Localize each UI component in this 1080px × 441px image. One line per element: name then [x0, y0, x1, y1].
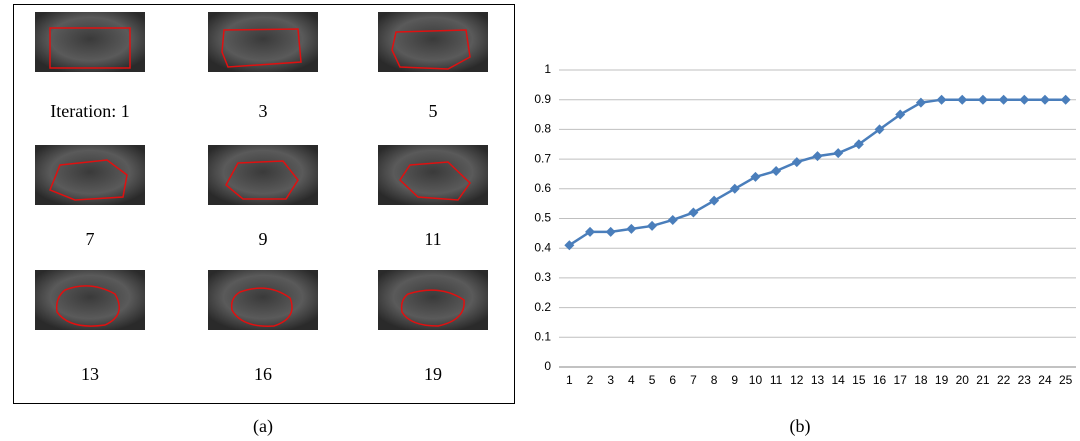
iteration-label: 9: [259, 229, 268, 249]
point-marker: [626, 224, 636, 234]
iteration-label: Iteration: 1: [50, 101, 129, 121]
y-tick-label: 1: [544, 62, 551, 76]
y-tick-label: 0.4: [534, 240, 551, 254]
ultrasound-image: [208, 270, 318, 330]
point-marker: [709, 196, 719, 206]
y-tick-label: 0.1: [534, 329, 551, 343]
x-tick-label: 24: [1038, 373, 1052, 387]
y-tick-label: 0.2: [534, 300, 551, 314]
ultrasound-image: [35, 270, 145, 330]
x-tick-label: 1: [566, 373, 573, 387]
point-marker: [916, 98, 926, 108]
x-tick-label: 17: [894, 373, 908, 387]
x-tick-label: 20: [956, 373, 970, 387]
x-tick-label: 3: [607, 373, 614, 387]
point-marker: [978, 95, 988, 105]
x-tick-label: 4: [628, 373, 635, 387]
point-marker: [668, 215, 678, 225]
point-marker: [937, 95, 947, 105]
y-tick-label: 0.3: [534, 270, 551, 284]
image-grid: [35, 12, 488, 330]
point-marker: [647, 221, 657, 231]
x-tick-label: 12: [790, 373, 804, 387]
ultrasound-image: [378, 270, 488, 330]
x-tick-label: 9: [731, 373, 738, 387]
x-tick-label: 13: [811, 373, 825, 387]
figure: (a) (b) Iteration: 135791113161900.10.20…: [0, 0, 1080, 441]
point-marker: [1019, 95, 1029, 105]
x-tick-label: 10: [749, 373, 763, 387]
x-tick-label: 2: [587, 373, 594, 387]
y-tick-label: 0: [544, 359, 551, 373]
x-tick-label: 11: [770, 373, 783, 387]
ultrasound-image: [208, 145, 318, 205]
iteration-label: 3: [259, 101, 268, 121]
x-tick-label: 5: [649, 373, 656, 387]
caption-a: (a): [253, 416, 273, 437]
point-marker: [750, 172, 760, 182]
iteration-label: 11: [424, 229, 441, 249]
x-tick-label: 21: [976, 373, 990, 387]
y-tick-label: 0.8: [534, 122, 551, 136]
point-marker: [688, 208, 698, 218]
x-tick-label: 19: [935, 373, 949, 387]
x-tick-label: 8: [711, 373, 718, 387]
series-line: [569, 100, 1065, 246]
point-marker: [813, 151, 823, 161]
point-marker: [833, 148, 843, 158]
x-tick-label: 7: [690, 373, 697, 387]
iteration-label: 7: [86, 229, 95, 249]
y-tick-label: 0.6: [534, 181, 551, 195]
x-tick-label: 16: [873, 373, 887, 387]
x-tick-label: 6: [669, 373, 676, 387]
point-marker: [1040, 95, 1050, 105]
x-tick-label: 23: [1018, 373, 1032, 387]
point-marker: [606, 227, 616, 237]
point-marker: [999, 95, 1009, 105]
point-marker: [771, 166, 781, 176]
iteration-label: 13: [81, 364, 99, 384]
x-tick-label: 22: [997, 373, 1011, 387]
ultrasound-image: [208, 12, 318, 72]
iteration-label: 16: [254, 364, 272, 384]
point-marker: [957, 95, 967, 105]
point-marker: [792, 157, 802, 167]
y-tick-label: 0.9: [534, 92, 551, 106]
ultrasound-image: [378, 145, 488, 205]
point-marker: [1061, 95, 1071, 105]
x-tick-label: 18: [914, 373, 928, 387]
x-tick-label: 14: [832, 373, 846, 387]
ultrasound-image: [35, 12, 145, 72]
x-tick-label: 15: [852, 373, 866, 387]
caption-b: (b): [790, 416, 811, 437]
x-tick-label: 25: [1059, 373, 1073, 387]
y-tick-label: 0.7: [534, 151, 551, 165]
iteration-label: 19: [424, 364, 442, 384]
point-marker: [730, 184, 740, 194]
ultrasound-image: [35, 145, 145, 205]
y-tick-label: 0.5: [534, 211, 551, 225]
iteration-label: 5: [429, 101, 438, 121]
